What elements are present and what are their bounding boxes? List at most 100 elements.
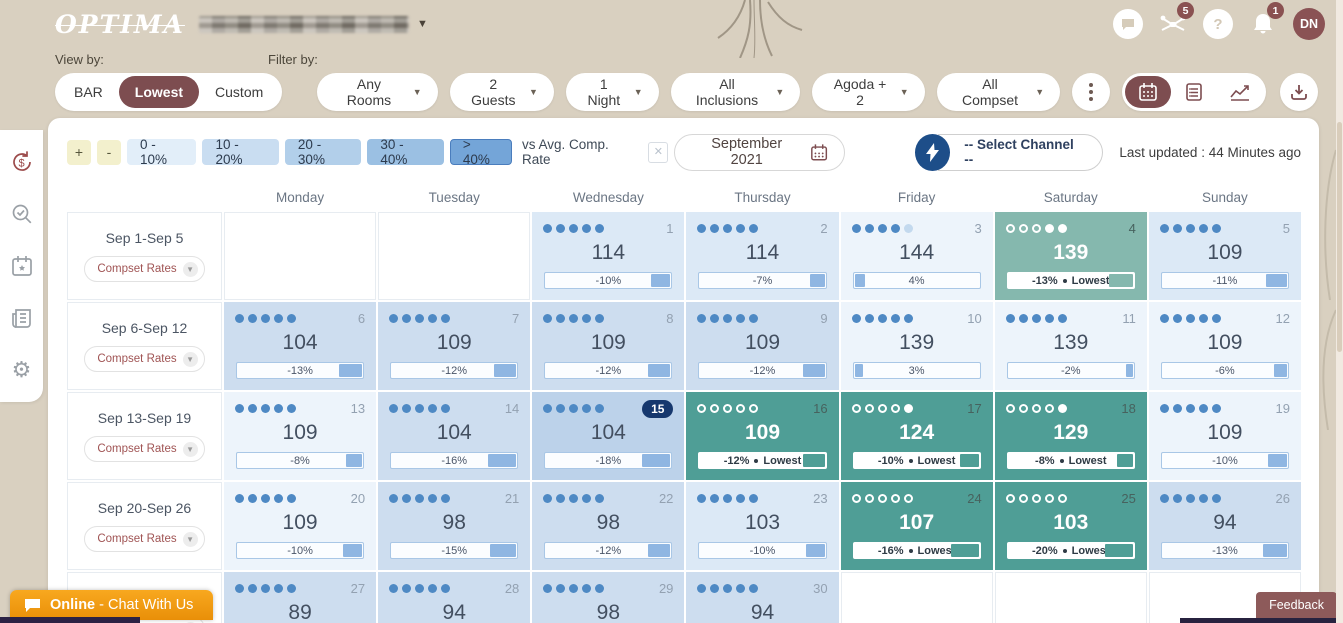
rate-value: 107 [899, 511, 935, 534]
filter-dropdown-agoda-2[interactable]: Agoda + 2 ▼ [812, 73, 925, 111]
scrollbar-thumb[interactable] [1337, 122, 1342, 352]
day-cell[interactable]: 28 94 [378, 572, 531, 623]
availability-dot [415, 494, 425, 503]
day-cell[interactable]: 9 109 -12% [686, 302, 839, 390]
reports-icon[interactable] [10, 306, 34, 330]
day-cell[interactable]: 21 98 -15% [378, 482, 531, 570]
percent-value: -10% [749, 544, 776, 557]
rate-currency-icon[interactable]: $ [10, 150, 34, 174]
more-filters-kebab-button[interactable] [1072, 73, 1110, 111]
day-cell[interactable]: 2 114 -7% [686, 212, 839, 300]
day-cell[interactable]: 17 124 -10% Lowest [840, 392, 993, 480]
filter-dropdown-1-night[interactable]: 1 Night ▼ [565, 73, 659, 111]
day-cell[interactable]: 15 104 -18% [532, 392, 685, 480]
day-cell[interactable]: 29 98 [532, 572, 685, 623]
availability-dot [1044, 404, 1054, 413]
rate-value: 124 [899, 421, 935, 444]
compset-rates-button[interactable]: Compset Rates ▼ [84, 256, 205, 282]
day-cell[interactable]: 3 144 4% [840, 212, 993, 300]
day-cell[interactable]: 30 94 [686, 572, 839, 623]
compset-rates-button[interactable]: Compset Rates ▼ [84, 436, 205, 462]
legend-range-chip[interactable]: > 40% [449, 137, 512, 167]
comp-rate-percent: -18% [596, 455, 622, 467]
filter-dropdown-all-compset[interactable]: All Compset ▼ [936, 73, 1061, 111]
day-cell[interactable]: 27 89 [224, 572, 377, 623]
availability-dots [389, 584, 505, 593]
day-cell[interactable]: 8 109 -12% [532, 302, 685, 390]
rate-value: 139 [1053, 331, 1089, 354]
legend-range-chip[interactable]: 10 - 20% [202, 137, 279, 167]
day-cell[interactable]: 23 103 -10% [686, 482, 839, 570]
day-cell-header: 23 [697, 491, 828, 506]
channel-selector[interactable]: -- Select Channel -- [915, 133, 1104, 171]
legend-range-chip[interactable]: 20 - 30% [284, 137, 362, 167]
rate-value: 109 [744, 421, 781, 444]
day-cell[interactable]: 19 109 -10% [1148, 392, 1301, 480]
day-cell[interactable]: 7 109 -12% [378, 302, 531, 390]
view-by-option-lowest[interactable]: Lowest [118, 76, 200, 108]
day-number: 7 [512, 311, 520, 326]
filter-dropdown-all-inclusions[interactable]: All Inclusions ▼ [670, 73, 801, 111]
rate-value: 109 [282, 511, 318, 534]
list-view-icon[interactable] [1171, 76, 1217, 108]
clear-filter-icon[interactable]: ✕ [648, 141, 669, 163]
search-check-icon[interactable] [10, 202, 34, 226]
day-cell[interactable]: 14 104 -16% [378, 392, 531, 480]
hotel-selector-caret-icon[interactable]: ▼ [416, 18, 428, 30]
day-cell-header: 1 [543, 221, 673, 236]
day-cell[interactable]: 1 114 -10% [532, 212, 685, 300]
day-cell[interactable]: 11 139 -2% [994, 302, 1147, 390]
feedback-button[interactable]: Feedback [1256, 592, 1337, 618]
availability-dot [261, 404, 270, 413]
view-by-option-bar[interactable]: BAR [58, 76, 119, 108]
day-cell[interactable]: 16 109 -12% Lowest [686, 392, 839, 480]
drone-icon[interactable]: 5 [1158, 2, 1194, 39]
day-number: 21 [504, 491, 520, 506]
legend-range-chip[interactable]: 30 - 40% [367, 137, 444, 167]
compset-rates-button[interactable]: Compset Rates ▼ [84, 346, 205, 372]
bell-icon[interactable]: 1 [1248, 2, 1284, 39]
day-cell[interactable]: 5 109 -11% [1148, 212, 1301, 300]
day-cell-header: 9 [697, 311, 828, 326]
download-icon[interactable] [1280, 73, 1318, 111]
percent-value: -10% [595, 274, 622, 287]
page-scrollbar[interactable] [1336, 0, 1343, 623]
calendar-event-icon[interactable] [10, 254, 34, 278]
chat-bubble-icon[interactable] [1113, 9, 1143, 39]
availability-dot [1057, 224, 1067, 233]
filter-dropdown-any-rooms[interactable]: Any Rooms ▼ [317, 73, 438, 111]
filter-dropdown-2-guests[interactable]: 2 Guests ▼ [449, 73, 554, 111]
percent-value: -11% [1212, 274, 1238, 287]
week-label-cell: Sep 6-Sep 12 Compset Rates ▼ [67, 302, 222, 390]
user-avatar[interactable]: DN [1293, 8, 1325, 40]
day-cell[interactable]: 10 139 3% [840, 302, 993, 390]
comp-rate-bar: 3% [852, 362, 981, 379]
day-cell[interactable]: 20 109 -10% [224, 482, 377, 570]
availability-dot [890, 224, 900, 233]
availability-dot [864, 404, 874, 413]
compset-rates-button[interactable]: Compset Rates ▼ [84, 526, 205, 552]
day-cell[interactable]: 6 104 -13% [224, 302, 377, 390]
day-cell[interactable]: 26 94 -13% [1148, 482, 1301, 570]
hotel-name-redacted[interactable] [198, 15, 409, 33]
chart-view-icon[interactable] [1217, 76, 1263, 108]
zoom-out-button[interactable]: - [96, 139, 121, 165]
day-cell[interactable]: 4 139 -13% Lowest [994, 212, 1147, 300]
legend-range-chip[interactable]: 0 - 10% [126, 137, 197, 167]
view-by-option-custom[interactable]: Custom [199, 76, 279, 108]
day-cell-header: 17 [851, 401, 982, 416]
calendar-view-icon[interactable] [1125, 76, 1171, 108]
day-cell[interactable]: 22 98 -12% [532, 482, 685, 570]
month-picker-button[interactable]: September 2021 [674, 133, 846, 171]
day-cell[interactable]: 25 103 -20% Lowest [994, 482, 1147, 570]
day-cell[interactable]: 18 129 -8% Lowest [994, 392, 1147, 480]
zoom-in-button[interactable]: + [67, 139, 91, 165]
chat-widget-button[interactable]: Online - Chat With Us [10, 590, 214, 620]
percent-value: -10% [287, 544, 313, 557]
day-cell[interactable]: 13 109 -8% [224, 392, 377, 480]
availability-dot [248, 584, 257, 593]
day-cell[interactable]: 24 107 -16% Lowest [840, 482, 993, 570]
day-cell[interactable]: 12 109 -6% [1148, 302, 1301, 390]
settings-gear-icon[interactable]: ⚙ [11, 357, 32, 382]
help-icon[interactable]: ? [1203, 9, 1233, 39]
